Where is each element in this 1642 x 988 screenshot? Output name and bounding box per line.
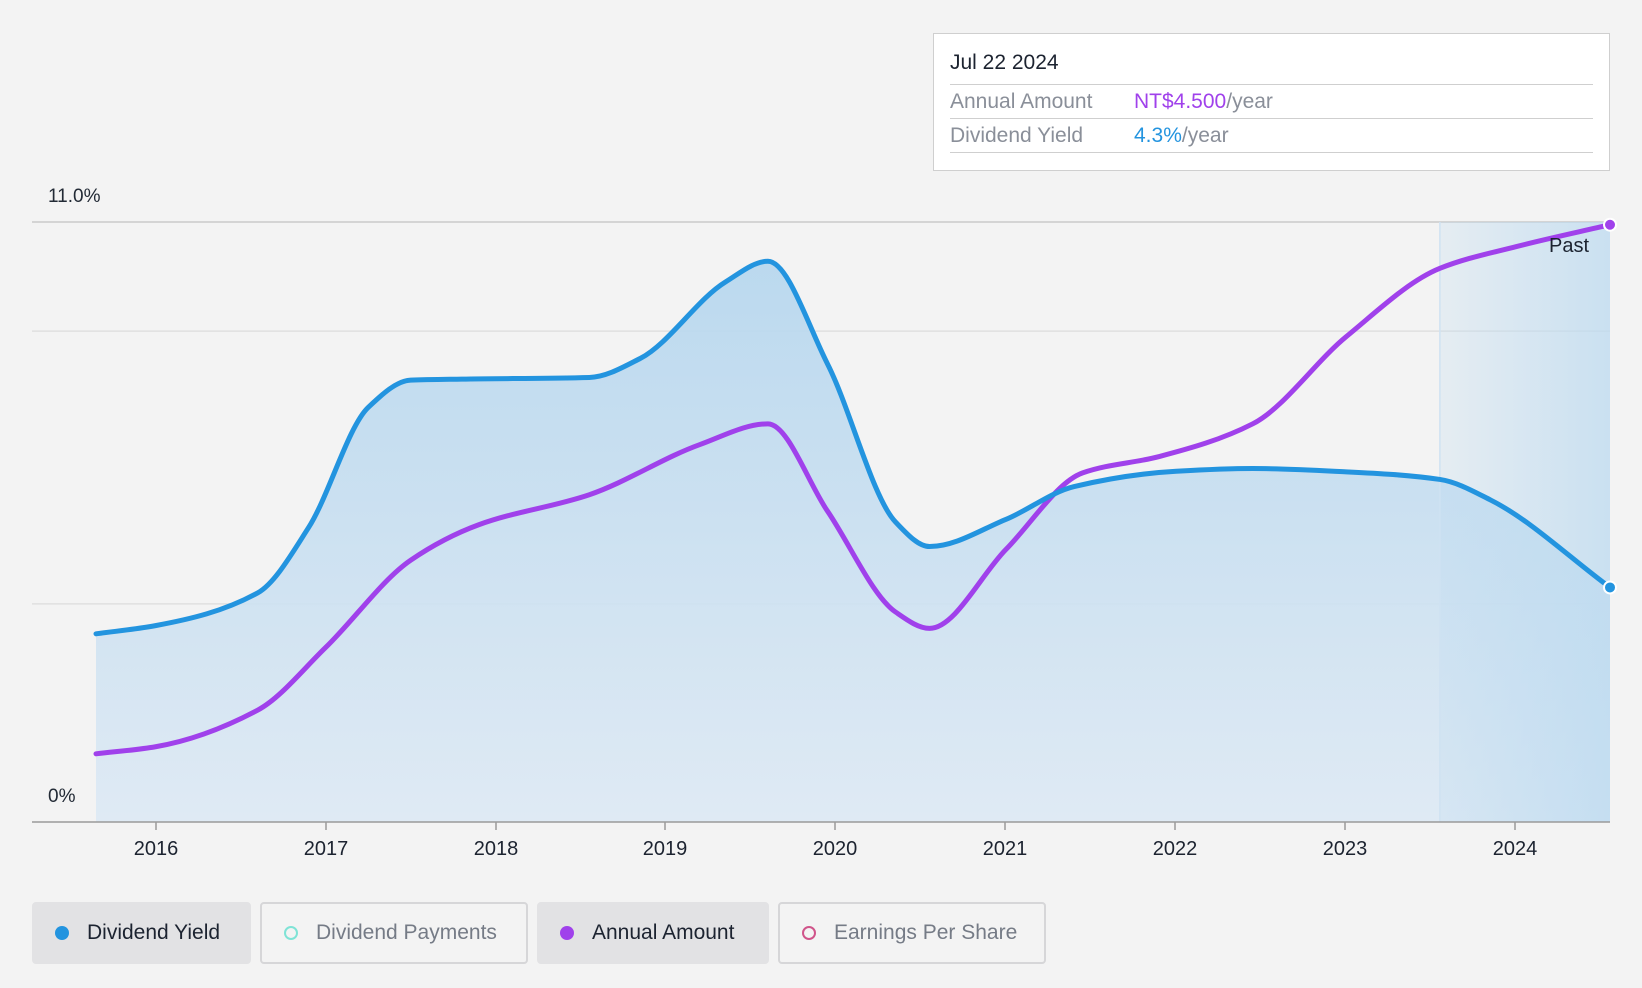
dividend-yield-dot-icon <box>55 926 69 940</box>
x-tick-label-2021: 2021 <box>983 838 1028 860</box>
dividend-yield-line <box>93 258 1613 637</box>
tooltip-annual-amount-value: NT$4.500 <box>1134 90 1227 113</box>
dividend-yield-end-point <box>1603 580 1617 595</box>
legend-dividend-payments-label: Dividend Payments <box>316 921 497 944</box>
tooltip-row-annual-amount: Annual Amount NT$4.500/year <box>950 84 1593 118</box>
legend-dividend-payments-button[interactable]: Dividend Payments <box>260 902 528 964</box>
tooltip-annual-amount-unit: /year <box>1226 90 1273 113</box>
x-tick-label-2022: 2022 <box>1153 838 1198 860</box>
x-tick-label-2024: 2024 <box>1493 838 1538 860</box>
x-tick-label-2019: 2019 <box>643 838 688 860</box>
tooltip-date: Jul 22 2024 <box>950 51 1059 74</box>
legend-dividend-yield-label: Dividend Yield <box>87 921 221 944</box>
x-tick-label-2018: 2018 <box>474 838 519 860</box>
y-axis-min-label: 0% <box>48 786 76 807</box>
x-tick-label-2020: 2020 <box>813 838 858 860</box>
dividend-payments-ring-icon <box>284 926 298 940</box>
earnings-per-share-ring-icon <box>802 926 816 940</box>
tooltip-panel: Jul 22 2024 Annual Amount NT$4.500/year … <box>933 33 1610 171</box>
tooltip-row-dividend-yield: Dividend Yield 4.3%/year <box>950 118 1593 153</box>
x-tick-label-2017: 2017 <box>304 838 349 860</box>
annual-amount-dot-icon <box>560 926 574 940</box>
annual-amount-end-point <box>1603 217 1617 232</box>
y-axis-max-label: 11.0% <box>48 186 101 207</box>
legend-dividend-yield-button[interactable]: Dividend Yield <box>32 902 251 964</box>
annual-amount-line <box>93 222 1613 757</box>
tooltip-dividend-yield-label: Dividend Yield <box>950 124 1084 147</box>
tooltip-annual-amount-label: Annual Amount <box>950 90 1093 113</box>
tooltip-dividend-yield-value-group: 4.3%/year <box>1134 119 1229 152</box>
legend: Dividend Yield Dividend Payments Annual … <box>32 902 1046 964</box>
tooltip-dividend-yield-unit: /year <box>1181 124 1229 147</box>
legend-annual-amount-button[interactable]: Annual Amount <box>537 902 769 964</box>
x-tick-label-2016: 2016 <box>134 838 179 860</box>
legend-earnings-per-share-button[interactable]: Earnings Per Share <box>778 902 1046 964</box>
tooltip-dividend-yield-value: 4.3% <box>1134 124 1182 147</box>
x-tick-label-2023: 2023 <box>1323 838 1368 860</box>
legend-earnings-per-share-label: Earnings Per Share <box>834 921 1018 944</box>
past-region-label: Past <box>1549 235 1590 257</box>
legend-annual-amount-label: Annual Amount <box>592 921 735 944</box>
dividend-yield-area <box>96 261 1610 822</box>
tooltip-annual-amount-value-group: NT$4.500/year <box>1134 85 1273 118</box>
